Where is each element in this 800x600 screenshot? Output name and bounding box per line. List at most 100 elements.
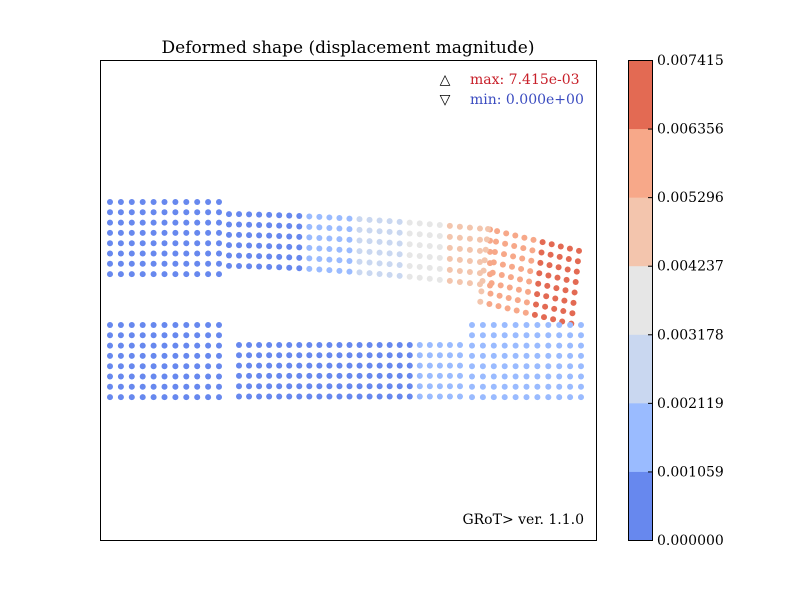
displacement-point (246, 352, 253, 359)
displacement-point (544, 282, 551, 289)
displacement-point (555, 264, 562, 271)
displacement-point (276, 342, 283, 348)
displacement-point (578, 373, 584, 380)
displacement-point (490, 322, 497, 328)
displacement-point (139, 332, 146, 339)
displacement-point (107, 394, 113, 401)
displacement-point (296, 233, 303, 240)
displacement-point (346, 352, 353, 359)
displacement-point (512, 232, 519, 239)
displacement-point (183, 373, 190, 380)
displacement-point (466, 246, 473, 253)
displacement-point (512, 332, 519, 339)
displacement-point (336, 352, 343, 359)
displacement-point (276, 264, 283, 271)
displacement-point (479, 332, 486, 339)
displacement-point (296, 393, 303, 400)
displacement-point (501, 322, 508, 328)
displacement-point (578, 342, 584, 349)
displacement-point (446, 266, 453, 273)
displacement-point (246, 242, 253, 249)
displacement-point (416, 242, 423, 249)
displacement-point (216, 342, 222, 349)
displacement-point (236, 211, 243, 218)
displacement-point (326, 235, 333, 242)
displacement-point (161, 363, 168, 370)
displacement-point (326, 342, 333, 348)
displacement-point (316, 245, 323, 252)
displacement-point (456, 223, 463, 230)
displacement-point (396, 229, 403, 236)
displacement-point (336, 393, 343, 400)
displacement-point (496, 292, 503, 299)
displacement-point (256, 211, 263, 218)
displacement-point (479, 322, 486, 328)
displacement-point (139, 383, 146, 390)
displacement-point (216, 271, 222, 278)
displacement-point (426, 352, 433, 359)
displacement-point (216, 250, 222, 257)
displacement-point (522, 309, 529, 316)
displacement-point (512, 352, 519, 359)
colorbar-segment (628, 60, 652, 130)
displacement-point (436, 254, 443, 261)
displacement-point (436, 383, 443, 390)
displacement-point (128, 240, 135, 247)
displacement-point (512, 363, 519, 370)
displacement-point (547, 251, 554, 258)
displacement-point (336, 225, 343, 232)
displacement-point (316, 255, 323, 262)
displacement-point (205, 342, 212, 349)
displacement-point (482, 246, 489, 253)
displacement-point (117, 383, 124, 390)
displacement-point (128, 342, 135, 349)
displacement-point (573, 268, 580, 275)
displacement-point (396, 251, 403, 258)
displacement-point (276, 352, 283, 359)
displacement-point (316, 266, 323, 273)
displacement-point (183, 199, 190, 205)
displacement-point (150, 383, 157, 390)
displacement-point (494, 228, 501, 235)
displacement-point (406, 219, 413, 226)
displacement-point (416, 253, 423, 260)
displacement-point (172, 250, 179, 257)
displacement-point (128, 229, 135, 236)
displacement-point (578, 352, 584, 359)
displacement-point (161, 240, 168, 247)
min-marker-icon: ▽ (440, 92, 451, 108)
displacement-point (194, 352, 201, 359)
displacement-point (326, 383, 333, 390)
displacement-point (376, 228, 383, 235)
displacement-point (306, 213, 313, 220)
displacement-point (107, 383, 113, 390)
displacement-point (366, 238, 373, 245)
displacement-point (480, 267, 487, 274)
displacement-point (552, 295, 559, 302)
displacement-point (478, 288, 485, 295)
min-label: min: 0.000e+00 (470, 92, 584, 108)
displacement-point (469, 352, 475, 359)
displacement-point (172, 322, 179, 328)
displacement-point (534, 383, 541, 390)
displacement-point (216, 394, 222, 401)
displacement-point (570, 299, 577, 306)
displacement-point (567, 322, 574, 328)
displacement-point (386, 372, 393, 379)
displacement-point (256, 362, 263, 369)
displacement-point (376, 393, 383, 400)
displacement-point (523, 332, 530, 339)
displacement-point (466, 269, 473, 276)
displacement-point (376, 238, 383, 245)
displacement-point (161, 250, 168, 257)
displacement-point (346, 268, 353, 275)
displacement-point (567, 383, 574, 390)
displacement-point (501, 342, 508, 349)
displacement-point (479, 394, 486, 401)
displacement-point (366, 383, 373, 390)
displacement-point (503, 230, 510, 237)
displacement-point (578, 363, 584, 370)
displacement-point (256, 342, 263, 348)
displacement-point (523, 373, 530, 380)
displacement-point (536, 270, 543, 277)
